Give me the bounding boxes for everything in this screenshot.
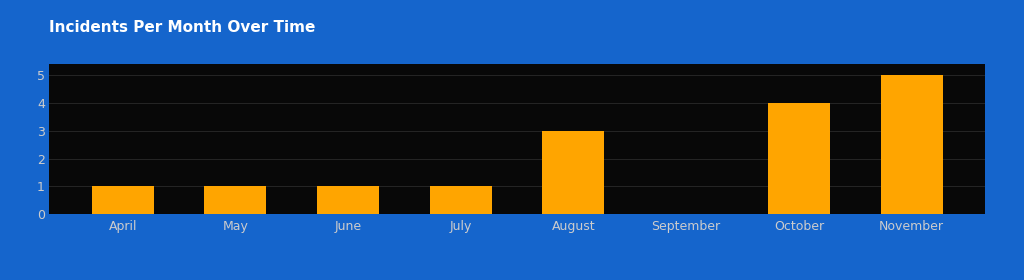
Bar (92, 186, 154, 214)
Bar (881, 76, 942, 214)
Bar (317, 186, 379, 214)
Bar (543, 131, 604, 214)
Bar (205, 186, 266, 214)
Bar (768, 103, 829, 214)
Text: Incidents Per Month Over Time: Incidents Per Month Over Time (49, 20, 315, 35)
Bar (430, 186, 492, 214)
